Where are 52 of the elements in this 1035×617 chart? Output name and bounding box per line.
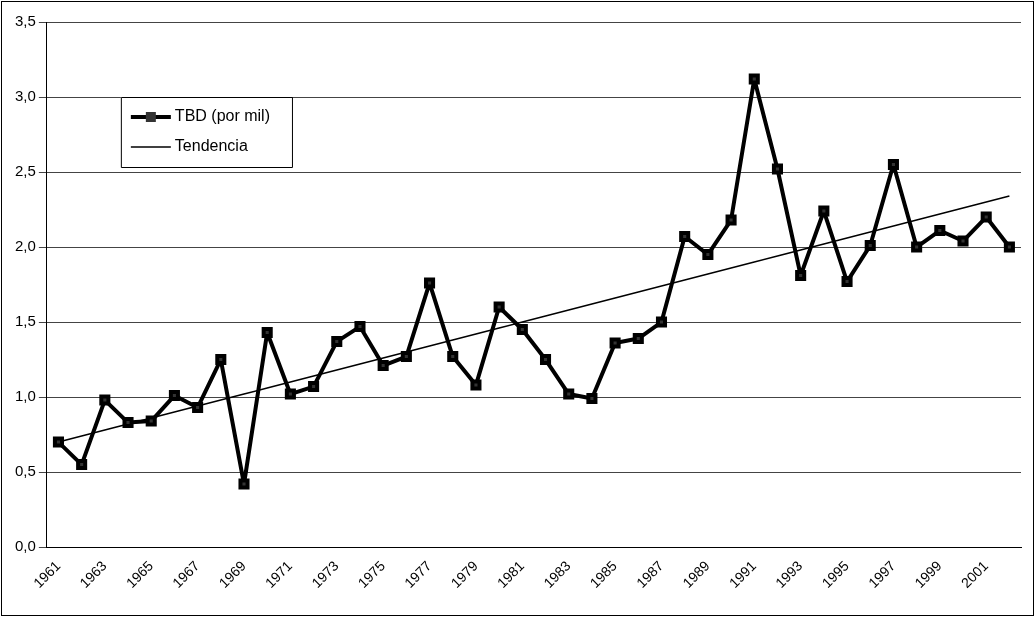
point xyxy=(261,327,273,339)
point xyxy=(609,337,621,349)
legend-label: Tendencia xyxy=(174,137,248,155)
point xyxy=(563,388,575,400)
point xyxy=(911,241,923,253)
point xyxy=(702,249,714,261)
point xyxy=(284,388,296,400)
point xyxy=(99,394,111,406)
point xyxy=(539,354,552,366)
legend-label: TBD (por mil) xyxy=(174,107,270,125)
y-tick-label: 0,5 xyxy=(14,462,36,480)
point xyxy=(841,276,853,288)
point xyxy=(215,354,227,366)
point xyxy=(1003,241,1015,253)
y-tick-label: 0,0 xyxy=(14,537,36,555)
point xyxy=(76,459,88,471)
point xyxy=(795,270,807,282)
point xyxy=(168,390,180,402)
y-tick-label: 2,5 xyxy=(14,162,36,180)
point xyxy=(679,231,691,243)
y-tick-label: 3,5 xyxy=(14,12,36,30)
point xyxy=(632,333,644,345)
point xyxy=(655,316,668,328)
point xyxy=(377,360,389,372)
point xyxy=(470,379,482,391)
point xyxy=(725,214,737,226)
point xyxy=(331,336,343,348)
point xyxy=(934,225,946,237)
point xyxy=(400,351,412,363)
point xyxy=(122,417,134,429)
point xyxy=(818,205,830,217)
point xyxy=(771,163,783,175)
point xyxy=(887,158,899,171)
point xyxy=(354,321,366,333)
point xyxy=(52,436,64,448)
point xyxy=(238,478,250,490)
y-tick-label: 2,0 xyxy=(14,237,36,255)
point xyxy=(493,301,505,313)
point xyxy=(447,351,459,363)
point xyxy=(586,393,598,405)
point xyxy=(748,73,760,85)
y-tick-label: 3,0 xyxy=(14,87,36,105)
point xyxy=(424,277,436,289)
point xyxy=(192,402,204,414)
point xyxy=(516,324,528,336)
point xyxy=(864,240,876,252)
point xyxy=(980,211,992,223)
y-tick-label: 1,5 xyxy=(14,312,36,330)
point xyxy=(308,381,320,393)
point xyxy=(957,235,969,247)
point xyxy=(145,415,157,427)
y-tick-label: 1,0 xyxy=(14,387,36,405)
